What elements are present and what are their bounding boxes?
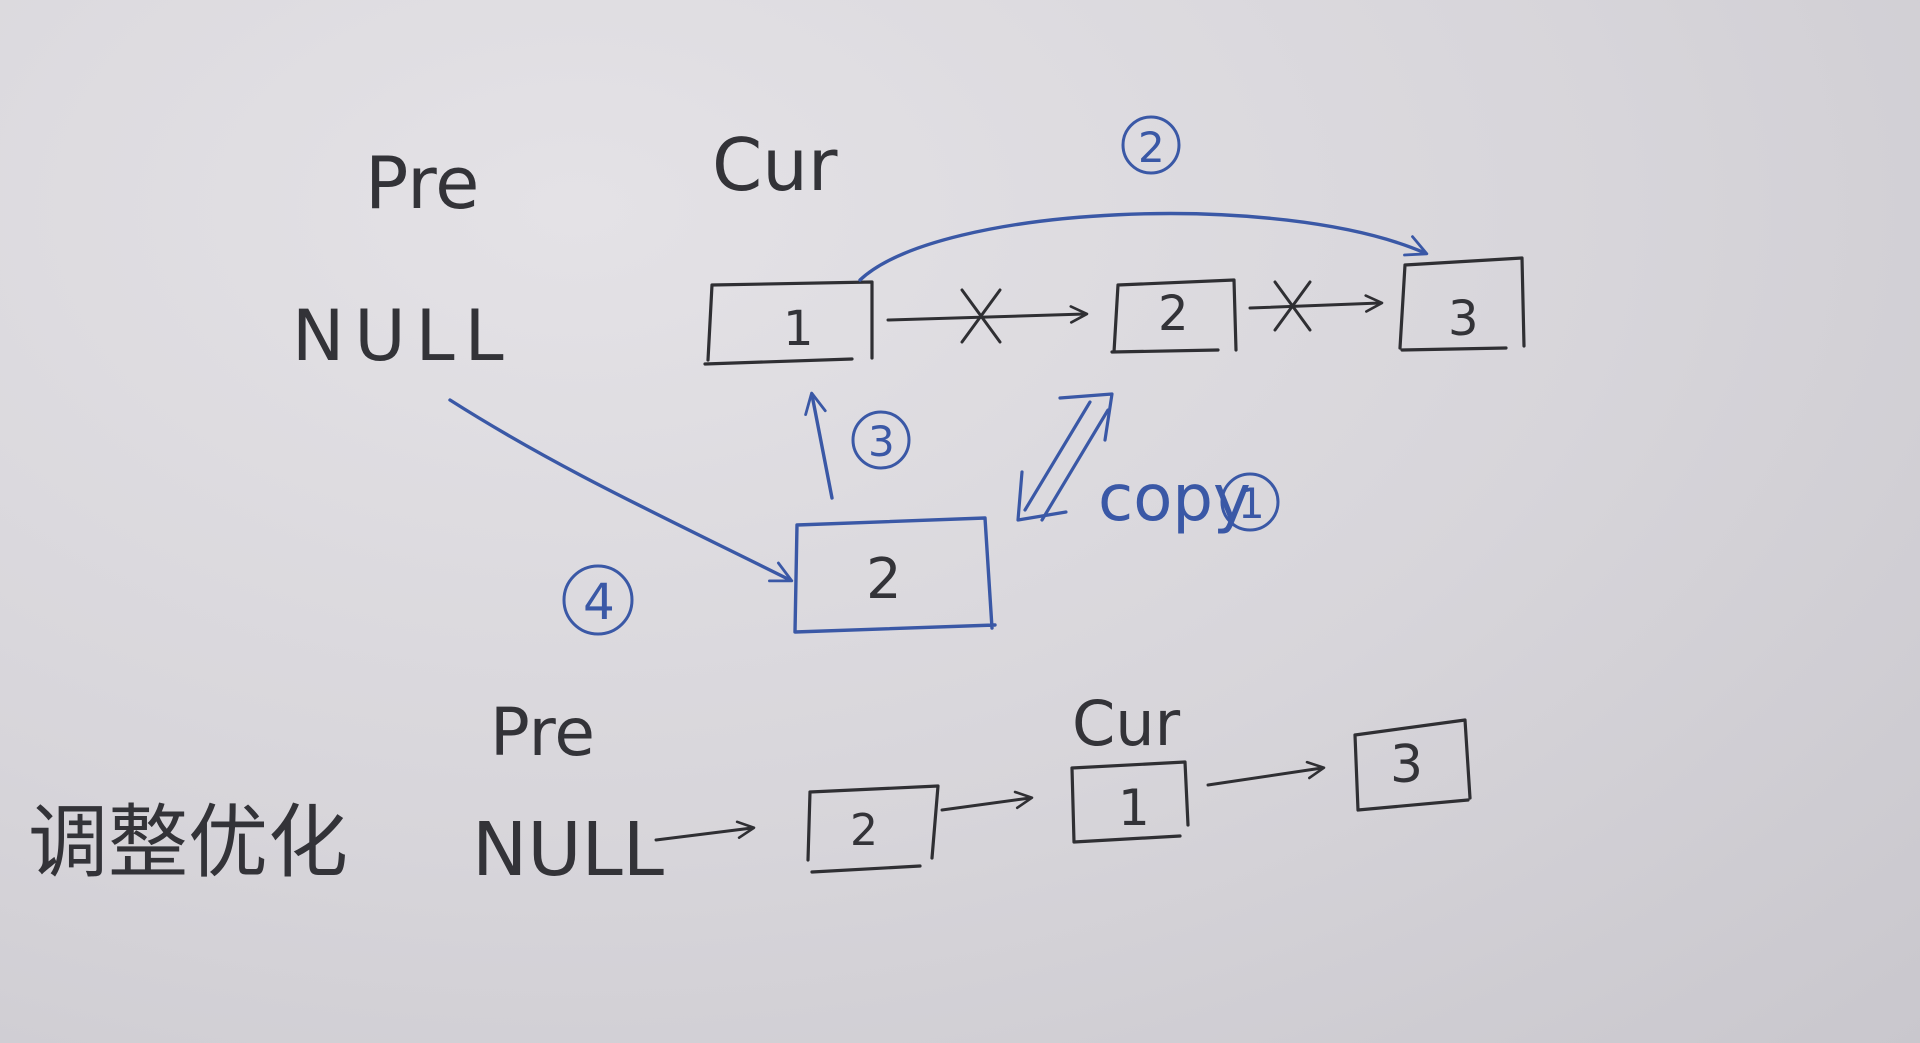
copy-node-2: 2 — [793, 516, 997, 634]
step-1-number: 1 — [1238, 479, 1265, 528]
step-3-number: 3 — [868, 417, 895, 466]
bottom-title: 调整优化 — [28, 796, 348, 889]
step-2-badge: 2 — [1121, 115, 1181, 175]
blue-arrow-null-to-new — [448, 398, 794, 583]
blue-arrow-new-to-1 — [804, 391, 834, 500]
crossed-arrow-2-3 — [1248, 280, 1384, 332]
top-diagram: Pre NULL Cur 1 2 3 — [292, 115, 1526, 636]
bottom-node-2: 2 — [806, 784, 940, 874]
top-cur-label: Cur — [712, 123, 838, 207]
bottom-node-3: 3 — [1353, 718, 1472, 812]
step-3-badge: 3 — [851, 410, 911, 470]
top-node-2: 2 — [1110, 278, 1238, 354]
bottom-diagram: 调整优化 Pre NULL Cur 2 1 3 — [28, 687, 1472, 893]
step-4-badge: 4 — [562, 564, 634, 636]
bottom-pre-label: Pre — [490, 694, 595, 771]
bottom-cur-label: Cur — [1072, 687, 1181, 760]
bottom-node-2-value: 2 — [850, 805, 878, 856]
top-pre-label: Pre — [365, 141, 479, 225]
bottom-node-3-value: 3 — [1390, 735, 1423, 795]
bottom-node-1: 1 — [1070, 760, 1190, 844]
copy-label: copy — [1098, 462, 1251, 536]
top-node-3: 3 — [1398, 256, 1526, 352]
copy-double-arrow — [1016, 392, 1114, 522]
top-node-3-value: 3 — [1448, 291, 1479, 347]
top-null-label: NULL — [292, 295, 514, 377]
crossed-arrow-1-2 — [886, 288, 1089, 344]
step-1-badge: 1 — [1220, 472, 1280, 532]
top-node-1: 1 — [703, 280, 874, 366]
bottom-null-label: NULL — [472, 807, 664, 893]
step-4-number: 4 — [583, 573, 615, 631]
blue-arrow-1-to-3 — [858, 211, 1429, 282]
bottom-arrow-null-to-2 — [654, 820, 756, 842]
copy-node-2-value: 2 — [866, 547, 902, 612]
bottom-arrow-1-to-3 — [1206, 760, 1326, 787]
step-2-number: 2 — [1138, 123, 1165, 172]
bottom-arrow-2-to-1 — [940, 790, 1034, 812]
top-node-1-value: 1 — [783, 301, 814, 357]
top-node-2-value: 2 — [1158, 286, 1189, 342]
bottom-node-1-value: 1 — [1118, 779, 1150, 837]
